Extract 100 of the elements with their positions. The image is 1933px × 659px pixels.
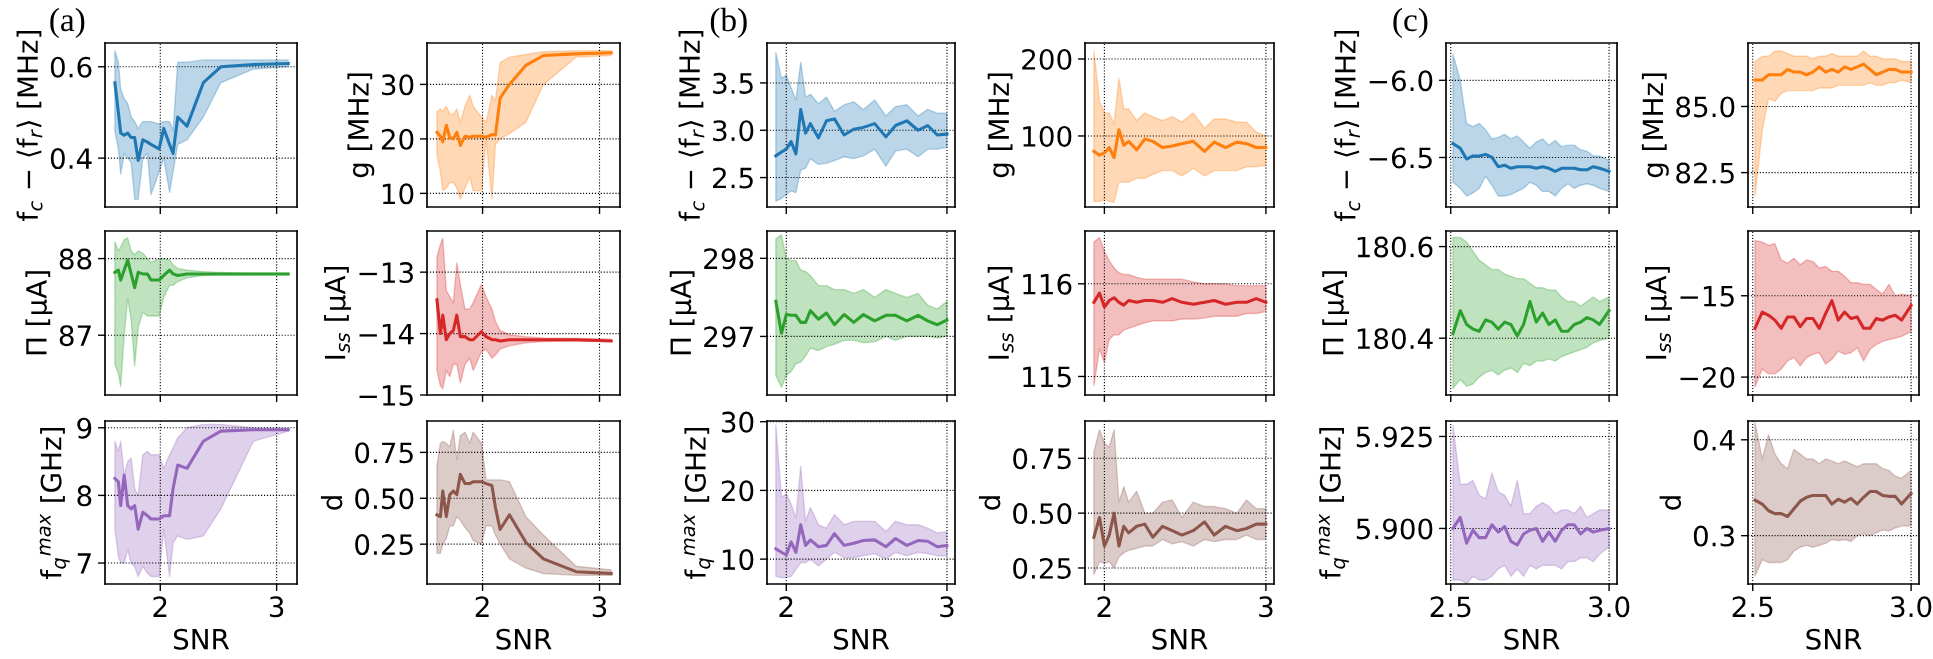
line-series	[1451, 515, 1611, 547]
y-axis-title: Π [μA]	[25, 271, 53, 355]
y-tick-label: 180.6	[1357, 236, 1433, 258]
line-series	[1092, 511, 1268, 548]
line-series	[774, 107, 949, 158]
x-axis-title: SNR	[1806, 628, 1862, 650]
y-tick-label: −6.5	[1369, 147, 1432, 169]
y-axis-title: I$_{ss}$ [μA]	[1645, 267, 1672, 359]
y-tick-label: 7	[77, 553, 91, 574]
y-axis-title: Π [μA]	[669, 271, 697, 355]
chart-title: (a)	[50, 7, 85, 39]
x-tick-label: 2.5	[1430, 596, 1471, 618]
y-tick-label: 0.50	[1013, 503, 1072, 525]
line-series	[435, 472, 613, 576]
y-tick-label: 100	[1023, 125, 1072, 147]
y-tick-label: 0.25	[355, 534, 413, 556]
y-axis-title: f$_{c}$ − ⟨f$_{r}$⟩ [MHz]	[678, 31, 705, 221]
y-tick-label: 0.6	[50, 56, 92, 78]
y-axis-title: I$_{ss}$ [μA]	[987, 267, 1015, 359]
y-tick-label: 0.3	[1693, 525, 1734, 547]
x-tick-label: 3	[592, 596, 607, 618]
y-tick-label: −15	[359, 385, 413, 406]
line-series	[1753, 62, 1913, 82]
line-series	[113, 258, 290, 290]
y-tick-label: 82.5	[1676, 162, 1734, 184]
y-tick-label: 3.5	[713, 72, 753, 94]
y-axis-title: I$_{ss}$ [μA]	[324, 267, 351, 359]
y-tick-label: 5.900	[1356, 518, 1433, 540]
line-series	[1753, 299, 1913, 330]
y-tick-label: 115	[1023, 366, 1071, 388]
line-series	[774, 299, 949, 335]
line-series	[435, 51, 613, 147]
y-axis-title: g [MHz]	[1641, 73, 1669, 178]
x-tick-label: 2	[153, 596, 167, 617]
y-tick-label: 0.75	[1013, 448, 1071, 470]
x-tick-label: 3.0	[1891, 596, 1932, 618]
y-tick-label: 85.0	[1676, 96, 1735, 118]
y-tick-label: 180.4	[1357, 328, 1433, 350]
y-axis-title: d	[978, 496, 1001, 510]
y-tick-label: −6.0	[1369, 70, 1433, 92]
y-axis-title: g [MHz]	[987, 73, 1015, 178]
x-axis-title: SNR	[496, 628, 552, 650]
line-series	[1753, 490, 1913, 519]
y-tick-label: 0.50	[355, 488, 414, 510]
y-tick-label: 0.75	[355, 442, 413, 464]
y-tick-label: 10	[722, 549, 754, 571]
line-series	[113, 62, 290, 162]
y-tick-label: 200	[1022, 48, 1072, 70]
line-series	[1092, 128, 1268, 160]
y-tick-label: 0.4	[1693, 429, 1735, 451]
y-axis-title: d	[1659, 496, 1682, 510]
chart-title: (c)	[1393, 7, 1428, 39]
y-tick-label: 3.0	[713, 120, 754, 142]
line-series	[113, 428, 290, 531]
y-axis-title: f$_{q}$$^{max}$ [GHz]	[684, 427, 715, 579]
y-tick-label: −20	[1680, 367, 1735, 389]
y-axis-title: f$_{c}$ − ⟨f$_{r}$⟩ [MHz]	[16, 31, 43, 221]
y-tick-label: 2.5	[713, 167, 753, 189]
line-series	[1092, 291, 1268, 309]
y-tick-label: 8	[77, 485, 92, 507]
x-tick-label: 2	[779, 596, 793, 617]
y-tick-label: 20	[381, 128, 414, 150]
x-axis-title: SNR	[173, 628, 230, 650]
y-axis-title: Π [μA]	[1322, 271, 1350, 355]
y-axis-title: f$_{q}$$^{max}$ [GHz]	[39, 427, 70, 579]
y-axis-title: f$_{q}$$^{max}$ [GHz]	[1318, 427, 1349, 579]
y-tick-label: 0.25	[1013, 557, 1071, 579]
y-tick-label: 87	[59, 325, 91, 347]
y-axis-title: d	[320, 496, 343, 510]
y-axis-title: f$_{c}$ − ⟨f$_{r}$⟩ [MHz]	[1334, 31, 1361, 221]
line-series	[435, 298, 613, 343]
y-tick-label: 9	[77, 417, 92, 439]
y-axis-title: g [MHz]	[347, 73, 375, 178]
y-tick-label: −14	[359, 323, 414, 345]
x-axis-title: SNR	[1504, 628, 1560, 650]
x-axis-title: SNR	[833, 628, 890, 650]
y-tick-label: −13	[359, 262, 413, 284]
line-series	[1451, 142, 1611, 173]
y-tick-label: 297	[704, 326, 753, 348]
y-tick-label: 88	[59, 248, 92, 270]
x-tick-label: 3.0	[1589, 596, 1630, 618]
x-tick-label: 2.5	[1732, 596, 1773, 618]
x-tick-label: 3	[940, 596, 954, 618]
x-axis-title: SNR	[1152, 628, 1208, 650]
chart-title: (b)	[710, 7, 747, 39]
x-tick-label: 3	[269, 596, 284, 618]
y-tick-label: 30	[721, 411, 754, 433]
y-tick-label: 20	[721, 480, 754, 502]
line-series	[774, 523, 949, 557]
y-tick-label: −15	[1680, 286, 1734, 307]
y-tick-label: 298	[704, 248, 754, 270]
y-tick-label: 10	[382, 183, 414, 205]
y-tick-label: 5.925	[1356, 426, 1432, 448]
x-tick-label: 2	[475, 596, 489, 617]
x-tick-label: 3	[1259, 596, 1273, 618]
line-series	[1451, 300, 1611, 338]
y-tick-label: 116	[1023, 273, 1072, 295]
y-tick-label: 0.4	[50, 148, 92, 170]
y-tick-label: 30	[381, 74, 414, 96]
x-tick-label: 2	[1097, 596, 1111, 617]
